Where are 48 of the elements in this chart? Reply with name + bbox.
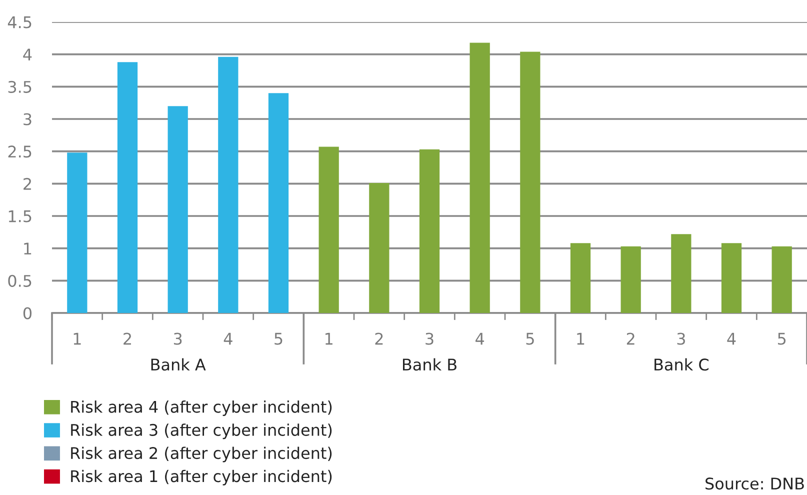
bar xyxy=(218,56,238,313)
x-tick-label: 2 xyxy=(626,332,634,345)
x-tick-label: 2 xyxy=(124,332,131,345)
x-tick-label: 4 xyxy=(727,332,736,345)
bar xyxy=(470,42,490,313)
legend-label: Risk area 4 (after cyber incident) xyxy=(71,400,332,416)
y-tick-label: 0.5 xyxy=(8,274,32,287)
bar xyxy=(620,246,641,313)
x-tick-label: 1 xyxy=(577,332,584,345)
bar xyxy=(369,183,390,313)
text: Bank A xyxy=(151,358,206,371)
bar xyxy=(520,52,540,313)
legend-label: Risk area 2 (after cyber incident) xyxy=(71,446,332,462)
y-tick-label: 0 xyxy=(23,307,32,320)
y-tick-label: 2 xyxy=(24,178,31,190)
x-tick-label: 5 xyxy=(274,332,282,345)
y-tick-label: 4 xyxy=(23,48,32,60)
x-tick-label: 3 xyxy=(426,332,434,345)
x-tick-label: 4 xyxy=(476,332,484,345)
y-tick-label: 1 xyxy=(24,242,32,254)
legend-label: Risk area 1 (after cyber incident) xyxy=(71,470,332,486)
text: Bank C xyxy=(654,358,708,371)
bar xyxy=(67,152,88,313)
bar xyxy=(318,146,339,313)
bar xyxy=(772,246,792,313)
legend-label: Risk area 3 (after cyber incident) xyxy=(71,424,332,440)
x-tick-label: 5 xyxy=(526,332,534,345)
x-tick-label: 4 xyxy=(224,332,232,345)
y-tick-label: 2.5 xyxy=(8,146,32,158)
bar xyxy=(570,243,591,313)
y-tick-label: 3.5 xyxy=(8,80,32,93)
source-note: Source: DNB xyxy=(706,478,804,490)
bar xyxy=(721,243,742,313)
bar xyxy=(268,93,289,313)
y-tick-label: 4.5 xyxy=(8,16,32,28)
x-tick-label: 1 xyxy=(74,332,81,345)
bar xyxy=(117,62,138,313)
y-tick-label: 3 xyxy=(24,113,32,126)
x-tick-label: 3 xyxy=(174,332,182,345)
x-tick-label: 3 xyxy=(677,332,685,345)
bar xyxy=(671,234,692,313)
x-tick-label: 2 xyxy=(375,332,383,345)
text: Bank B xyxy=(402,358,456,371)
y-tick-label: 1.5 xyxy=(8,210,32,222)
x-tick-label: 5 xyxy=(778,332,786,345)
bar xyxy=(168,106,188,313)
x-tick-label: 1 xyxy=(326,332,332,345)
bar xyxy=(419,149,440,313)
